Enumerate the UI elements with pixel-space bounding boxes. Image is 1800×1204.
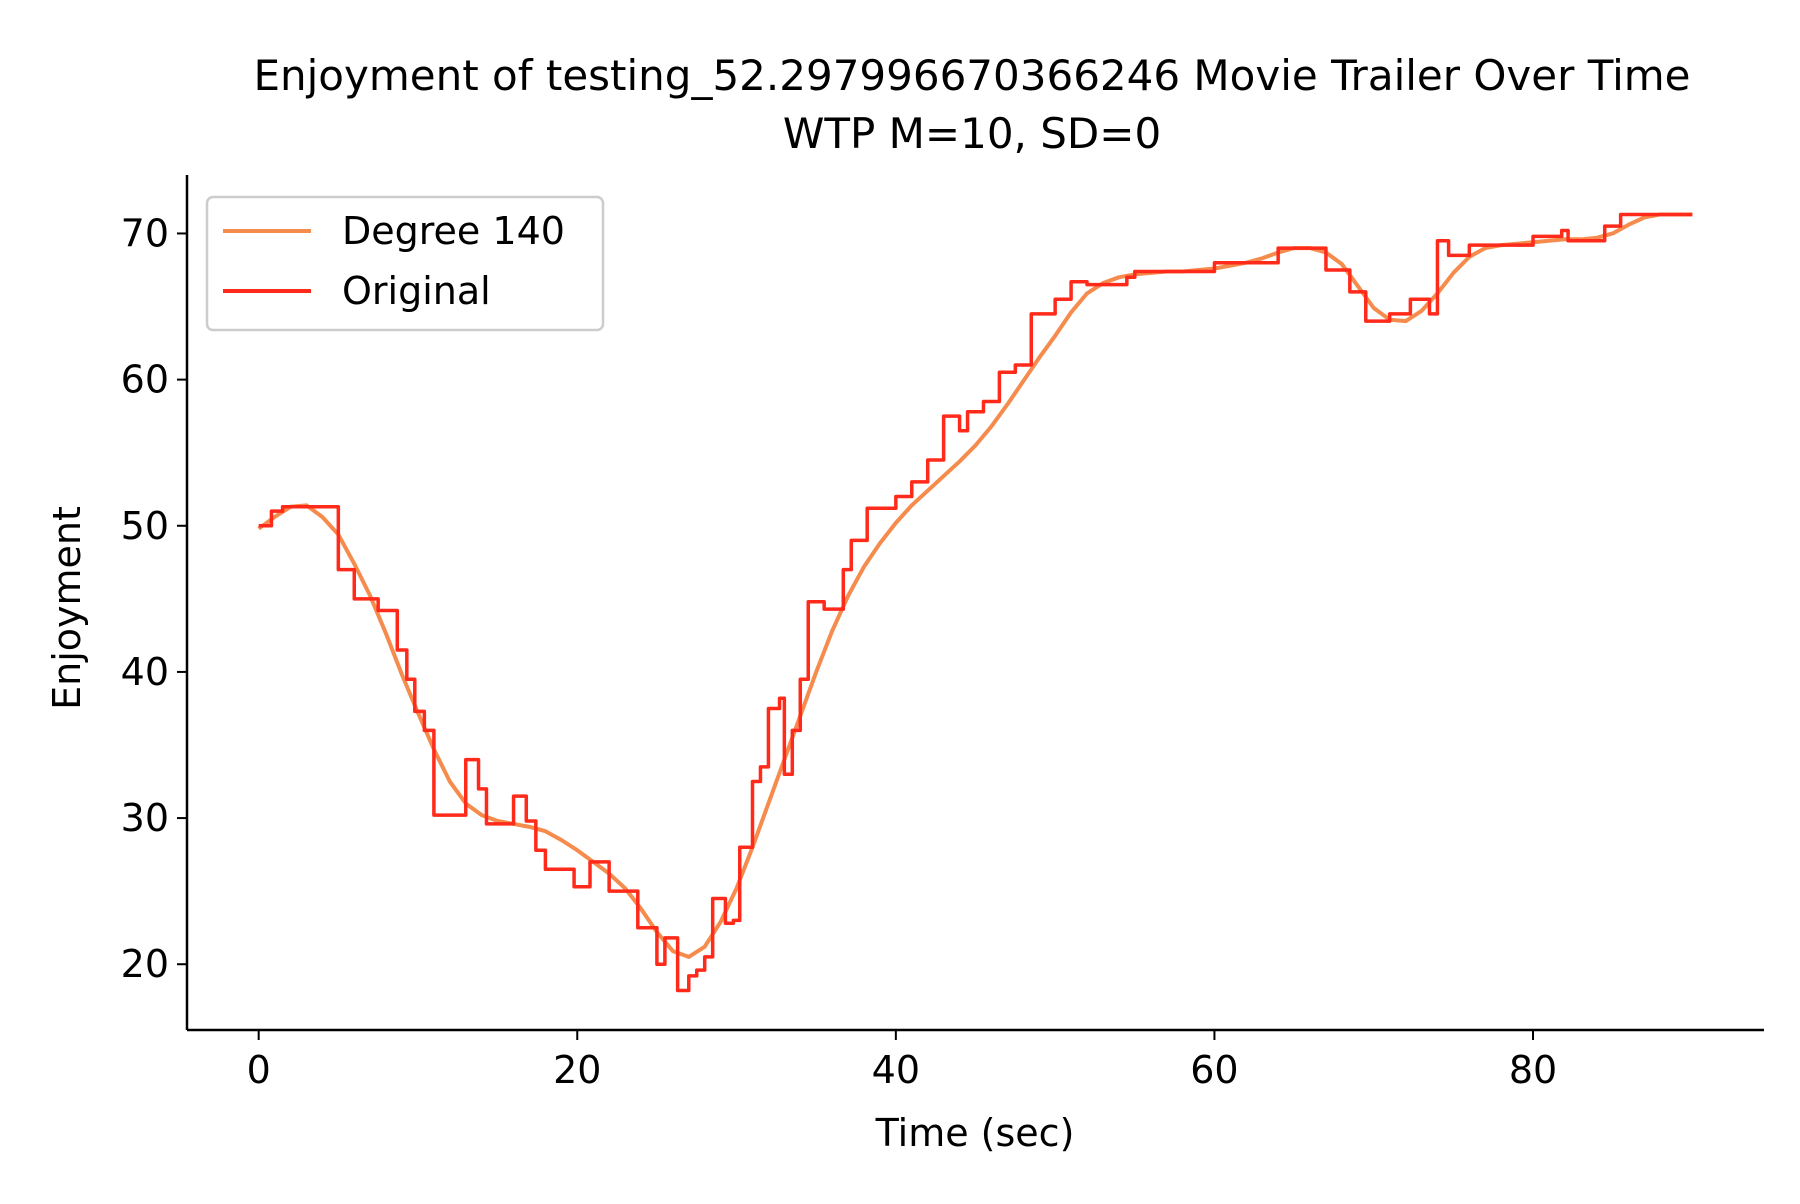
y-tick-label: 50 [121, 504, 169, 548]
x-tick-label: 40 [872, 1048, 920, 1092]
y-tick-label: 70 [121, 211, 169, 255]
y-tick-label: 40 [121, 650, 169, 694]
legend-label-degree-140: Degree 140 [342, 209, 565, 253]
y-tick-label: 20 [121, 942, 169, 986]
legend: Degree 140 Original [205, 195, 605, 332]
x-tick-label: 20 [553, 1048, 601, 1092]
series-line-original [258, 212, 1693, 993]
chart-subtitle: WTP M=10, SD=0 [783, 109, 1161, 158]
legend-label-original: Original [342, 269, 491, 313]
y-tick-label: 30 [121, 796, 169, 840]
series-line-degree-140 [257, 212, 1693, 959]
x-tick-label: 60 [1190, 1048, 1238, 1092]
x-tick-label: 0 [247, 1048, 271, 1092]
chart-title: Enjoyment of testing_52.297996670366246 … [253, 51, 1690, 100]
x-axis-label: Time (sec) [875, 1111, 1075, 1155]
series-layer [257, 212, 1693, 993]
x-ticks: 0 20 40 60 80 [247, 1030, 1557, 1092]
y-axis-label: Enjoyment [45, 506, 89, 710]
x-tick-label: 80 [1509, 1048, 1557, 1092]
y-ticks: 20 30 40 50 60 70 [121, 211, 187, 986]
y-tick-label: 60 [121, 358, 169, 402]
